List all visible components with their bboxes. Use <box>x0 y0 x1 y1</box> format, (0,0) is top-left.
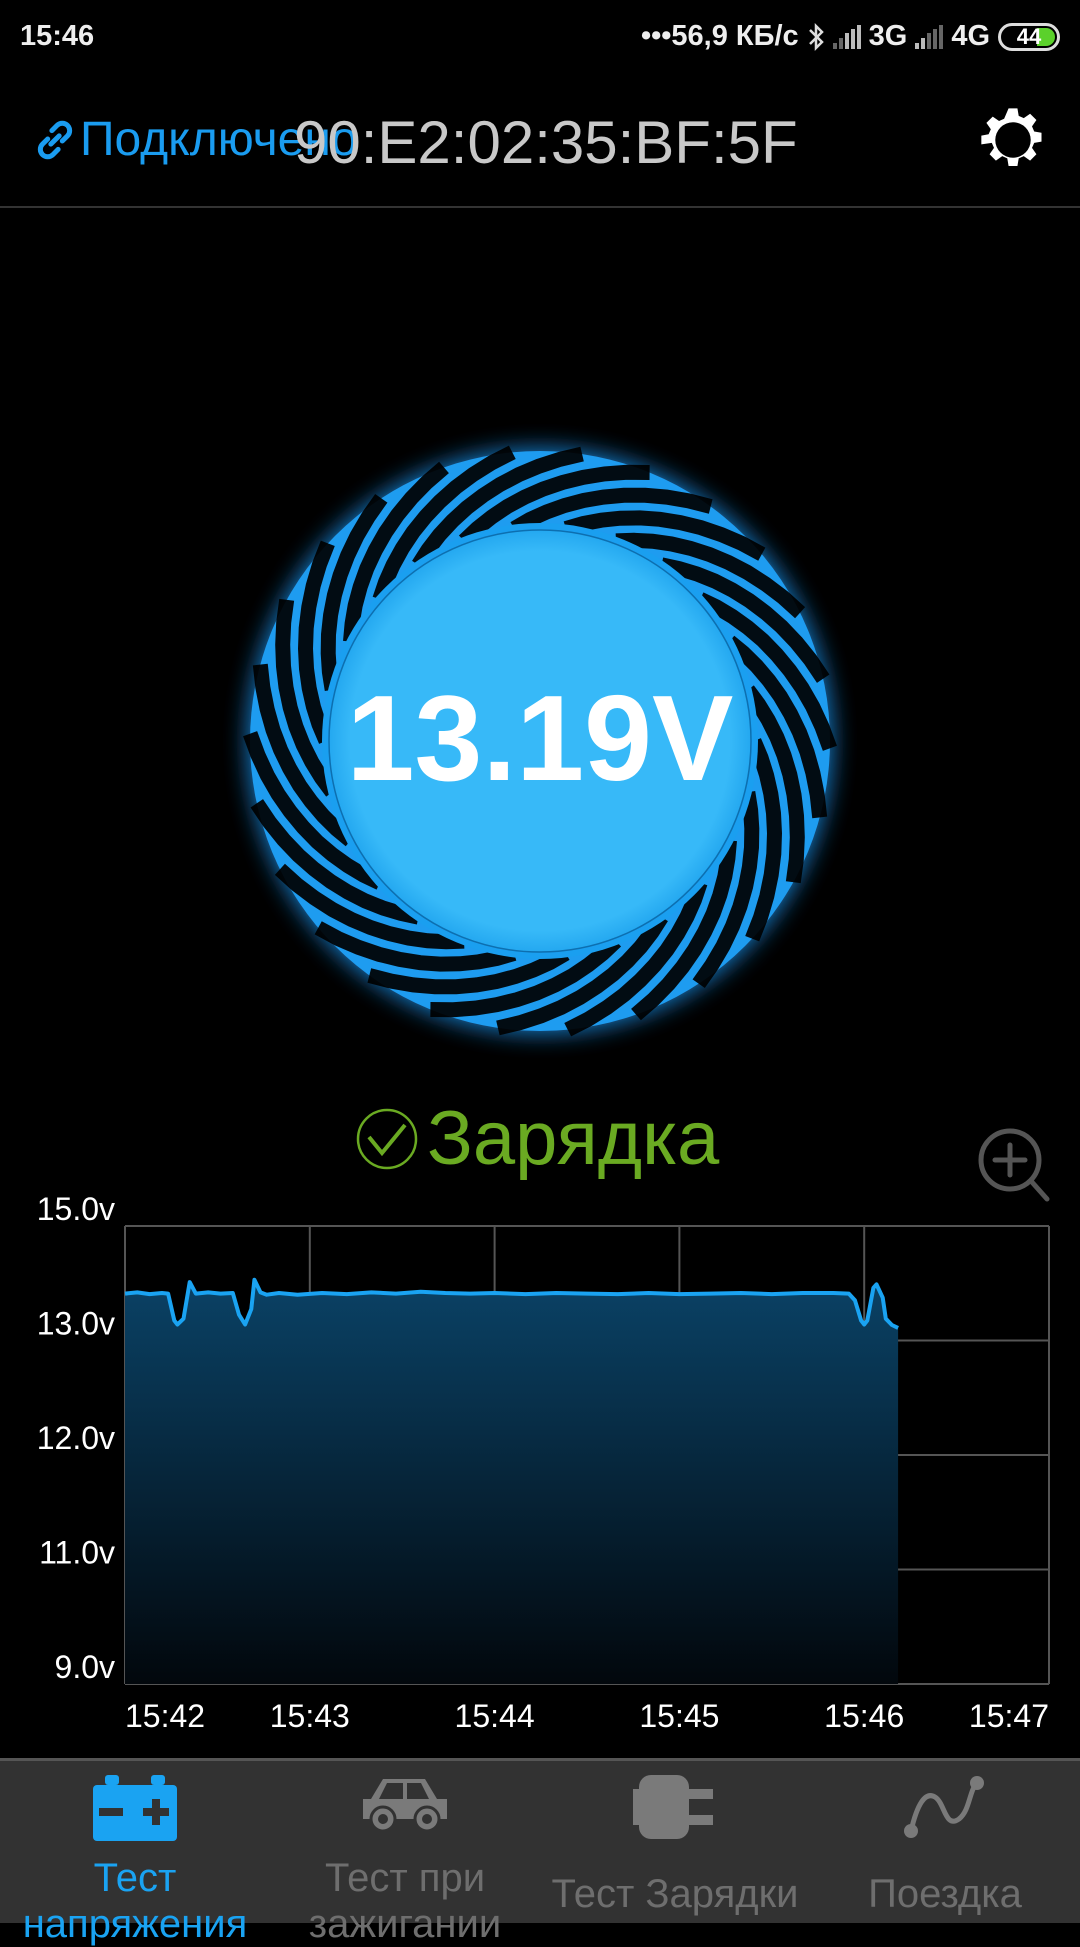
y-tick-label: 15.0v <box>37 1191 115 1227</box>
nav-voltage-test[interactable]: Тест напряжения <box>0 1761 270 1923</box>
voltage-chart: 15.0v 13.0v 12.0v 11.0v 9.0v 15:42 15:43 15:44 1… <box>0 0 1080 1758</box>
nav-label: напряжения <box>0 1901 270 1947</box>
plug-icon <box>633 1775 717 1839</box>
x-tick-label: 15:43 <box>270 1698 350 1734</box>
x-tick-label: 15:45 <box>639 1698 719 1734</box>
nav-label: Тест при <box>270 1855 540 1901</box>
nav-ignition-test[interactable]: Тест при зажигании <box>270 1761 540 1923</box>
y-tick-label: 13.0v <box>37 1306 115 1342</box>
y-tick-label: 12.0v <box>37 1420 115 1456</box>
nav-label: Поездка <box>810 1871 1080 1917</box>
nav-charging-test[interactable]: Тест Зарядки <box>540 1761 810 1923</box>
bottom-navigation: Тест напряжения Тест при зажигании Тест … <box>0 1758 1080 1923</box>
chart-area <box>125 1280 898 1684</box>
nav-label: Тест Зарядки <box>540 1871 810 1917</box>
nav-label: зажигании <box>270 1901 540 1947</box>
x-tick-label: 15:46 <box>824 1698 904 1734</box>
nav-trip[interactable]: Поездка <box>810 1761 1080 1923</box>
route-icon <box>903 1775 987 1839</box>
car-icon <box>359 1775 451 1831</box>
y-tick-label: 9.0v <box>55 1649 115 1685</box>
y-tick-label: 11.0v <box>39 1535 115 1571</box>
x-tick-label: 15:42 <box>125 1698 205 1734</box>
x-tick-label: 15:44 <box>455 1698 535 1734</box>
nav-label: Тест <box>0 1855 270 1901</box>
x-tick-label: 15:47 <box>969 1698 1049 1734</box>
battery-icon <box>93 1775 177 1841</box>
